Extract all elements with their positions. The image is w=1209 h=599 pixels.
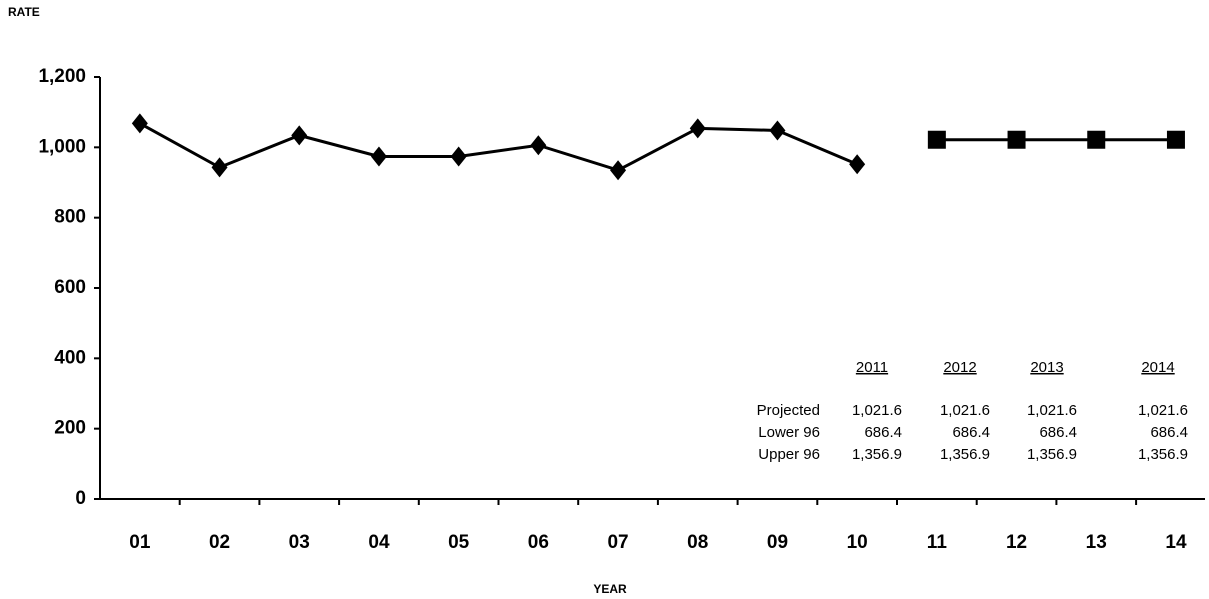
marker [211,157,228,178]
row-label: Lower 96 [758,424,820,441]
table-cell: 1,356.9 [852,446,902,463]
table-header: 2013 [1030,359,1063,376]
x-tick-label: 12 [1006,532,1027,553]
y-axis-label: RATE [8,5,40,19]
x-tick-label: 11 [927,532,948,553]
marker [927,130,946,149]
table-cell: 686.4 [952,424,990,441]
x-tick-label: 14 [1165,532,1187,553]
x-tick-label: 01 [129,532,151,553]
marker [769,120,786,141]
row-label: Projected [757,402,820,419]
marker [1087,130,1106,149]
row-label: Upper 96 [758,446,820,463]
x-tick-label: 08 [687,532,708,553]
table-cell: 1,356.9 [1138,446,1188,463]
x-tick-label: 09 [767,532,788,553]
series-line [139,122,858,172]
marker [849,154,866,175]
x-tick-label: 06 [528,532,549,553]
marker [530,135,547,156]
table-cell: 686.4 [1039,424,1077,441]
marker [689,118,706,139]
y-tick-label: 400 [54,347,86,368]
y-tick-label: 1,000 [38,136,86,157]
y-tick-label: 600 [54,277,86,298]
marker [610,160,627,181]
x-tick-label: 03 [289,532,310,553]
table-cell: 1,021.6 [1027,402,1077,419]
x-tick-label: 04 [368,532,390,553]
y-tick-label: 800 [54,207,86,228]
table-header: 2012 [943,359,976,376]
y-tick-label: 0 [75,488,86,509]
table-cell: 1,021.6 [852,402,902,419]
table-header: 2014 [1141,359,1174,376]
marker [370,146,387,167]
x-tick-label: 13 [1086,532,1107,553]
marker [1007,130,1026,149]
y-tick-label: 1,200 [38,66,86,87]
y-tick-label: 200 [54,418,86,439]
marker [291,125,308,146]
marker [450,146,467,167]
x-tick-label: 07 [607,532,628,553]
table-cell: 1,021.6 [940,402,990,419]
x-tick-label: 10 [847,532,868,553]
x-tick-label: 02 [209,532,230,553]
table-cell: 686.4 [1150,424,1188,441]
marker [131,113,148,134]
table-cell: 1,356.9 [1027,446,1077,463]
x-tick-label: 05 [448,532,470,553]
table-cell: 686.4 [864,424,902,441]
table-cell: 1,021.6 [1138,402,1188,419]
table-header: 2011 [856,359,888,376]
marker [1166,130,1185,149]
x-axis-label: YEAR [593,582,627,596]
table-cell: 1,356.9 [940,446,990,463]
